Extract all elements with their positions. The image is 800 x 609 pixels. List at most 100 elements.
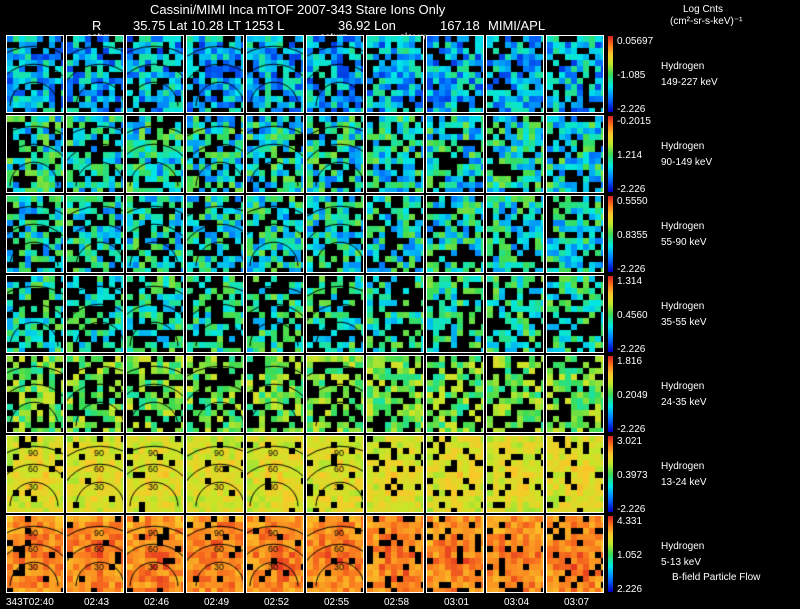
- colorbar: [608, 356, 613, 432]
- enaimage-cell: [66, 195, 124, 273]
- enaimage-cell: [246, 275, 304, 353]
- enaimage-cell: [306, 195, 364, 273]
- energy-label: 149-227 keV: [661, 77, 718, 88]
- enaimage-cell: [306, 435, 364, 513]
- enaimage-cell: [306, 115, 364, 193]
- header-value: 167.18: [440, 18, 480, 33]
- enaimage-cell: [186, 435, 244, 513]
- colorbar: [608, 276, 613, 352]
- enaimage-cell: [426, 275, 484, 353]
- colorbar-min-label: -2.226: [617, 264, 646, 275]
- enaimage-cell: [246, 355, 304, 433]
- enaimage-cell: [6, 275, 64, 353]
- enaimage-cell: [126, 115, 184, 193]
- time-tick-label: 02:52: [264, 597, 290, 608]
- enaimage-cell: [186, 195, 244, 273]
- enaimage-cell: [366, 435, 424, 513]
- image-row: [4, 35, 606, 115]
- colorbar-mid-label: 0.2049: [617, 390, 648, 401]
- enaimage-cell: [486, 195, 544, 273]
- colorbar-max-label: 0.05697: [617, 36, 654, 47]
- enaimage-cell: [426, 515, 484, 593]
- time-tick-label: 03:04: [504, 597, 530, 608]
- enaimage-cell: [246, 115, 304, 193]
- enaimage-cell: [66, 435, 124, 513]
- enaimage-cell: [546, 275, 604, 353]
- colorbar-max-label: 3.021: [617, 436, 643, 447]
- enaimage-cell: [366, 355, 424, 433]
- enaimage-cell: [546, 515, 604, 593]
- image-row: [4, 515, 606, 595]
- enaimage-cell: [486, 355, 544, 433]
- colorbar: [608, 196, 613, 272]
- enaimage-cell: [486, 275, 544, 353]
- enaimage-cell: [546, 115, 604, 193]
- enaimage-cell: [246, 435, 304, 513]
- enaimage-cell: [66, 355, 124, 433]
- enaimage-cell: [246, 515, 304, 593]
- enaimage-cell: [546, 35, 604, 113]
- enaimage-cell: [186, 275, 244, 353]
- enaimage-cell: [6, 515, 64, 593]
- enaimage-cell: [486, 435, 544, 513]
- colorbar-min-label: -2.226: [617, 184, 646, 195]
- enaimage-cell: [186, 35, 244, 113]
- colorbar-max-label: -0.2015: [617, 116, 651, 127]
- enaimage-cell: [66, 275, 124, 353]
- header-r-label: R: [92, 18, 102, 33]
- species-label: Hydrogen: [661, 301, 705, 312]
- enaimage-cell: [186, 355, 244, 433]
- enaimage-cell: [126, 435, 184, 513]
- enaimage-cell: [66, 115, 124, 193]
- image-grid: [4, 35, 606, 595]
- enaimage-cell: [426, 355, 484, 433]
- image-row: [4, 195, 606, 275]
- enaimage-cell: [306, 515, 364, 593]
- image-row: [4, 275, 606, 355]
- time-tick-label: 02:46: [144, 597, 170, 608]
- species-label: Hydrogen: [661, 381, 705, 392]
- colorbar-min-label: -2.226: [617, 104, 646, 115]
- enaimage-cell: [126, 355, 184, 433]
- enaimage-cell: [366, 275, 424, 353]
- colorbar-min-label: -2.226: [617, 504, 646, 515]
- image-row: [4, 355, 606, 435]
- colorbar-mid-label: 0.3973: [617, 470, 648, 481]
- header-longitude: 36.92 Lon: [338, 18, 396, 33]
- energy-label: 35-55 keV: [661, 317, 707, 328]
- species-label: Hydrogen: [661, 221, 705, 232]
- header-position: 35.75 Lat 10.28 LT 1253 L: [133, 18, 285, 33]
- enaimage-cell: [6, 355, 64, 433]
- enaimage-cell: [66, 515, 124, 593]
- enaimage-cell: [66, 35, 124, 113]
- enaimage-cell: [6, 435, 64, 513]
- enaimage-cell: [486, 515, 544, 593]
- time-tick-label: 02:58: [384, 597, 410, 608]
- colorbar-mid-label: 1.052: [617, 550, 643, 561]
- enaimage-cell: [6, 195, 64, 273]
- enaimage-cell: [186, 515, 244, 593]
- colorbar: [608, 116, 613, 192]
- image-row: [4, 115, 606, 195]
- energy-label: 5-13 keV: [661, 557, 702, 568]
- enaimage-cell: [546, 435, 604, 513]
- enaimage-cell: [546, 195, 604, 273]
- colorbar: [608, 516, 613, 592]
- species-label: Hydrogen: [661, 541, 705, 552]
- legend-units: (cm²-sr-s-keV)⁻¹: [670, 16, 743, 27]
- colorbar-max-label: 0.5550: [617, 196, 648, 207]
- enaimage-cell: [306, 35, 364, 113]
- species-label: Hydrogen: [661, 61, 705, 72]
- image-row: [4, 435, 606, 515]
- enaimage-cell: [126, 515, 184, 593]
- enaimage-cell: [246, 195, 304, 273]
- enaimage-cell: [426, 35, 484, 113]
- header-institution: MIMI/APL: [488, 18, 546, 33]
- colorbar-max-label: 1.314: [617, 276, 643, 287]
- colorbar-min-label: 2.226: [617, 584, 643, 595]
- colorbar: [608, 36, 613, 112]
- enaimage-cell: [186, 115, 244, 193]
- time-tick-label: 02:43: [84, 597, 110, 608]
- enaimage-cell: [306, 355, 364, 433]
- enaimage-cell: [366, 35, 424, 113]
